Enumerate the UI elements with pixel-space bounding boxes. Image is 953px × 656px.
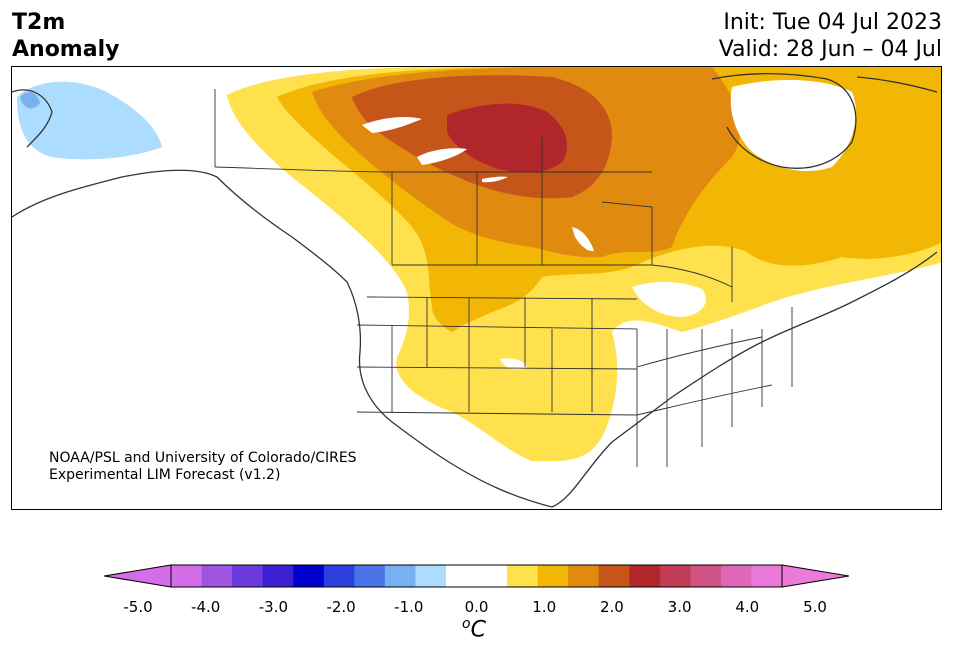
unit-superscript: o bbox=[462, 616, 471, 632]
colorbar-bin bbox=[476, 565, 508, 587]
unit-base: C bbox=[470, 617, 486, 643]
political-boundaries bbox=[214, 89, 793, 467]
colorbar-tick-label: 1.0 bbox=[532, 598, 557, 616]
colorbar-tick-label: 5.0 bbox=[803, 598, 827, 616]
colorbar-bin bbox=[445, 565, 477, 587]
colorbar-tick-label: 0.0 bbox=[464, 598, 489, 616]
colorbar-unit: oC bbox=[462, 616, 486, 642]
colorbar-bin bbox=[751, 565, 783, 587]
colorbar-bin bbox=[629, 565, 661, 587]
southwest-pocket bbox=[500, 358, 527, 370]
colorbar-bin bbox=[293, 565, 325, 587]
colorbar-tick-label: 2.0 bbox=[599, 598, 624, 616]
colorbar-tick-labels: -5.0 -4.0 -3.0 -2.0 -1.0 0.0 1.0 2.0 3.0 4.0 5.0 bbox=[0, 598, 953, 618]
lake-1 bbox=[362, 117, 422, 133]
colorbar-bin bbox=[598, 565, 630, 587]
init-date: Init: Tue 04 Jul 2023 bbox=[723, 10, 942, 35]
title-line-1: T2m bbox=[12, 10, 66, 35]
warm-anomaly-red bbox=[447, 103, 567, 173]
colorbar-bin bbox=[384, 565, 416, 587]
map-title: T2m Anomaly bbox=[12, 9, 119, 63]
colorbar-tick-label: -4.0 bbox=[191, 598, 221, 616]
colorbar-tick-label: -5.0 bbox=[123, 598, 153, 616]
credit-text: NOAA/PSL and University of Colorado/CIRE… bbox=[49, 450, 357, 484]
valid-date: Valid: 28 Jun – 04 Jul bbox=[718, 37, 942, 62]
cool-anomaly-region bbox=[17, 81, 162, 160]
colorbar-under-arrow bbox=[104, 564, 172, 588]
hudson-bay bbox=[730, 80, 856, 172]
colorbar-bin bbox=[232, 565, 264, 587]
colorbar-bin bbox=[323, 565, 355, 587]
colorbar-bin bbox=[659, 565, 691, 587]
colorbar-bin bbox=[201, 565, 233, 587]
colorbar-bin bbox=[415, 565, 447, 587]
credit-line-2: Experimental LIM Forecast (v1.2) bbox=[49, 467, 281, 483]
great-lakes bbox=[632, 281, 706, 317]
lake-2 bbox=[417, 148, 467, 165]
colorbar-tick-label: 4.0 bbox=[735, 598, 760, 616]
colorbar-bins bbox=[171, 565, 783, 587]
colorbar-bin bbox=[720, 565, 752, 587]
colorbar-outline bbox=[170, 564, 783, 588]
lake-3 bbox=[482, 176, 508, 183]
anomaly-map bbox=[11, 66, 942, 510]
colorbar-tick-label: -3.0 bbox=[258, 598, 289, 616]
colorbar bbox=[104, 564, 849, 588]
colorbar-tick-label: -2.0 bbox=[326, 598, 356, 616]
cool-anomaly-core bbox=[20, 92, 40, 109]
colorbar-bin bbox=[171, 565, 203, 587]
colorbar-bin bbox=[537, 565, 569, 587]
coastlines bbox=[12, 73, 938, 508]
map-canvas bbox=[12, 67, 941, 508]
colorbar-bin bbox=[354, 565, 386, 587]
colorbar-tick-label: -1.0 bbox=[394, 598, 424, 616]
colorbar-bin bbox=[568, 565, 600, 587]
colorbar-bin bbox=[262, 565, 294, 587]
forecast-dates: Init: Tue 04 Jul 2023 Valid: 28 Jun – 04… bbox=[719, 9, 942, 63]
colorbar-tick-label: 3.0 bbox=[667, 598, 692, 616]
lake-4 bbox=[572, 227, 594, 252]
colorbar-bin bbox=[507, 565, 539, 587]
colorbar-bin bbox=[690, 565, 722, 587]
colorbar-over-arrow bbox=[781, 564, 849, 588]
title-line-2: Anomaly bbox=[12, 37, 120, 62]
credit-line-1: NOAA/PSL and University of Colorado/CIRE… bbox=[49, 450, 357, 466]
